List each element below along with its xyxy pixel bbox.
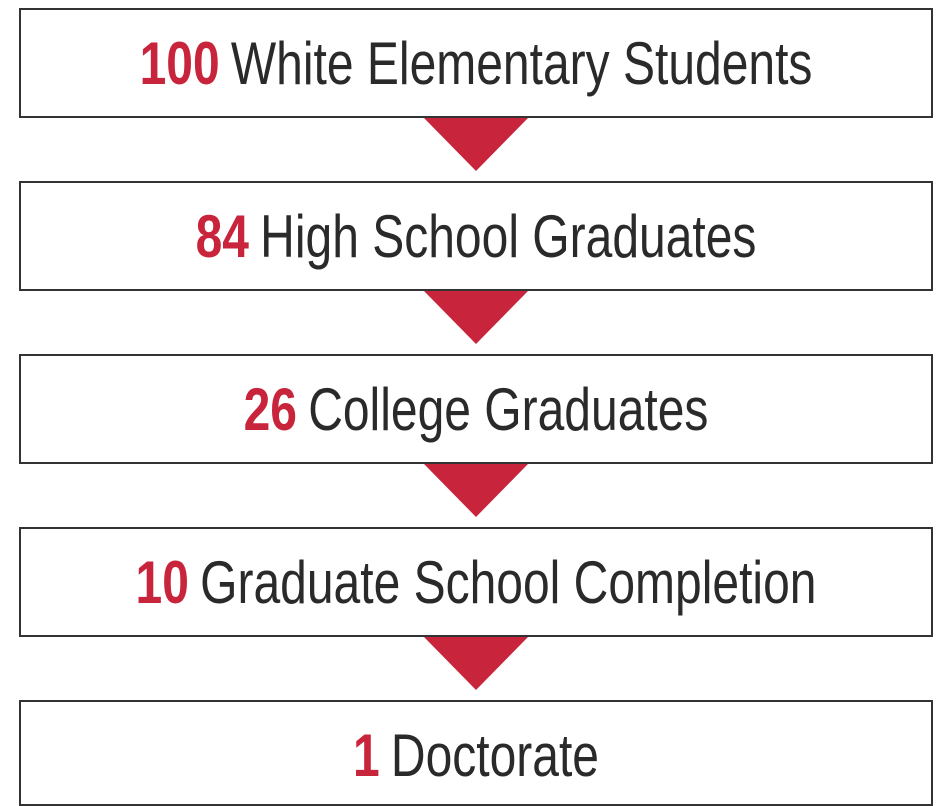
step-box xyxy=(19,700,933,806)
step-count: 1 xyxy=(353,721,380,788)
down-arrow xyxy=(424,118,528,171)
step-count: 84 xyxy=(196,202,249,269)
step-label: High School Graduates xyxy=(260,202,756,269)
step-box xyxy=(19,527,933,637)
step-box xyxy=(19,8,933,118)
step-label: Graduate School Completion xyxy=(200,548,816,615)
step-label: White Elementary Students xyxy=(231,29,813,96)
down-arrow xyxy=(424,291,528,344)
step-box xyxy=(19,181,933,291)
down-arrow xyxy=(424,464,528,517)
step-text: 84 High School Graduates xyxy=(196,202,757,269)
down-arrow xyxy=(424,637,528,690)
step-text: 26 College Graduates xyxy=(244,375,709,442)
step-count: 26 xyxy=(244,375,297,442)
step-text: 1 Doctorate xyxy=(353,721,599,788)
step-label: Doctorate xyxy=(391,721,599,788)
step-box xyxy=(19,354,933,464)
step-text: 10 Graduate School Completion xyxy=(136,548,817,615)
step-count: 100 xyxy=(140,29,220,96)
step-text: 100 White Elementary Students xyxy=(140,29,813,96)
step-count: 10 xyxy=(136,548,189,615)
step-label: College Graduates xyxy=(308,375,708,442)
